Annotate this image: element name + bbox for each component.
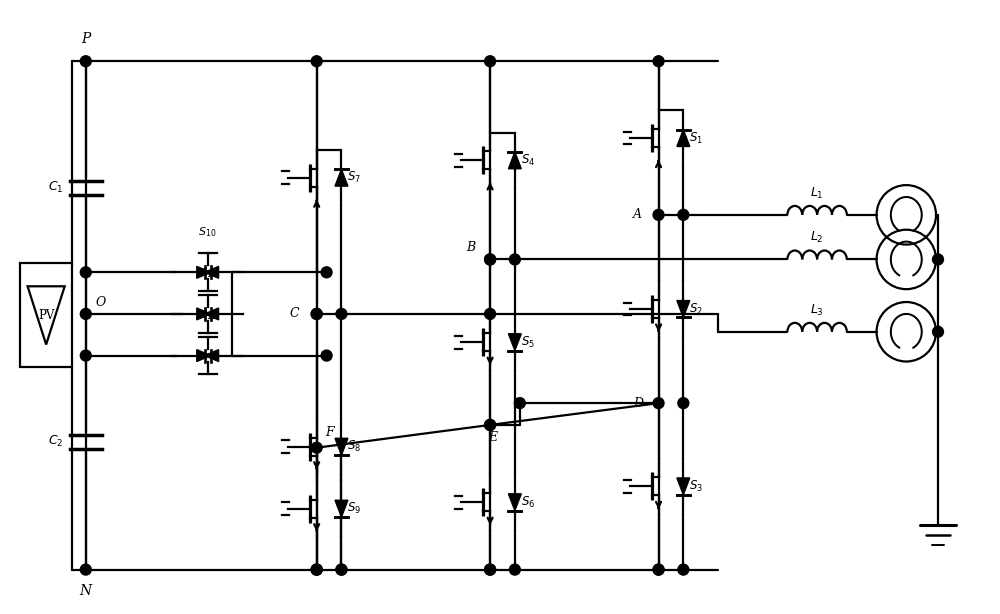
Circle shape	[336, 308, 347, 319]
Polygon shape	[197, 308, 211, 320]
Polygon shape	[197, 349, 211, 362]
Text: $S_4$: $S_4$	[521, 153, 535, 168]
Circle shape	[80, 56, 91, 67]
Circle shape	[485, 254, 496, 265]
Text: E: E	[489, 431, 498, 445]
Polygon shape	[677, 301, 690, 317]
Circle shape	[485, 419, 496, 430]
Text: D: D	[633, 397, 643, 410]
Circle shape	[311, 442, 322, 453]
Circle shape	[321, 267, 332, 278]
Text: C: C	[289, 308, 299, 321]
Circle shape	[678, 398, 689, 408]
Circle shape	[485, 254, 496, 265]
Text: $S_{12}$: $S_{12}$	[199, 308, 217, 322]
Text: $S_2$: $S_2$	[689, 301, 703, 317]
Circle shape	[653, 398, 664, 408]
Text: $S_9$: $S_9$	[347, 501, 361, 516]
Circle shape	[336, 564, 347, 575]
Text: $S_8$: $S_8$	[347, 439, 361, 454]
Circle shape	[336, 564, 347, 575]
Circle shape	[80, 308, 91, 319]
Circle shape	[485, 564, 496, 575]
Text: A: A	[633, 208, 642, 221]
Text: P: P	[81, 33, 90, 47]
Circle shape	[311, 564, 322, 575]
Text: $S_5$: $S_5$	[521, 335, 535, 350]
Text: $S_6$: $S_6$	[521, 495, 535, 510]
Text: O: O	[96, 295, 106, 309]
Circle shape	[933, 326, 943, 337]
Polygon shape	[508, 494, 521, 511]
Circle shape	[311, 564, 322, 575]
Circle shape	[321, 350, 332, 361]
Polygon shape	[677, 130, 690, 147]
Circle shape	[653, 209, 664, 220]
Text: $C_2$: $C_2$	[48, 434, 64, 449]
Circle shape	[485, 419, 496, 430]
Text: $L_2$: $L_2$	[810, 230, 824, 245]
Circle shape	[678, 564, 689, 575]
Circle shape	[933, 254, 943, 265]
Circle shape	[485, 308, 496, 319]
Text: F: F	[325, 426, 334, 440]
Circle shape	[80, 350, 91, 361]
Text: $C_1$: $C_1$	[48, 180, 64, 195]
Polygon shape	[335, 500, 348, 517]
Text: $L_3$: $L_3$	[810, 303, 824, 317]
Polygon shape	[205, 266, 219, 278]
Polygon shape	[205, 349, 219, 362]
Polygon shape	[335, 438, 348, 455]
Polygon shape	[508, 334, 521, 351]
Polygon shape	[197, 266, 211, 278]
Circle shape	[311, 308, 322, 319]
Text: $S_3$: $S_3$	[689, 479, 703, 494]
Bar	[20, 263, 72, 367]
Circle shape	[80, 564, 91, 575]
Circle shape	[311, 308, 322, 319]
Polygon shape	[335, 169, 348, 186]
Circle shape	[509, 254, 520, 265]
Text: $S_{10}$: $S_{10}$	[198, 225, 217, 239]
Polygon shape	[205, 308, 219, 320]
Text: B: B	[466, 241, 475, 254]
Polygon shape	[508, 152, 521, 169]
Circle shape	[485, 564, 496, 575]
Circle shape	[678, 209, 689, 220]
Circle shape	[509, 564, 520, 575]
Text: $S_7$: $S_7$	[347, 170, 361, 185]
Polygon shape	[677, 478, 690, 495]
Circle shape	[653, 56, 664, 67]
Circle shape	[653, 564, 664, 575]
Text: $S_1$: $S_1$	[689, 131, 703, 146]
Text: PV: PV	[38, 309, 54, 322]
Circle shape	[80, 267, 91, 278]
Circle shape	[485, 56, 496, 67]
Circle shape	[514, 398, 525, 408]
Circle shape	[653, 564, 664, 575]
Text: N: N	[80, 585, 92, 599]
Text: $L_1$: $L_1$	[810, 185, 824, 201]
Text: $S_{11}$: $S_{11}$	[199, 266, 217, 280]
Circle shape	[311, 56, 322, 67]
Circle shape	[311, 564, 322, 575]
